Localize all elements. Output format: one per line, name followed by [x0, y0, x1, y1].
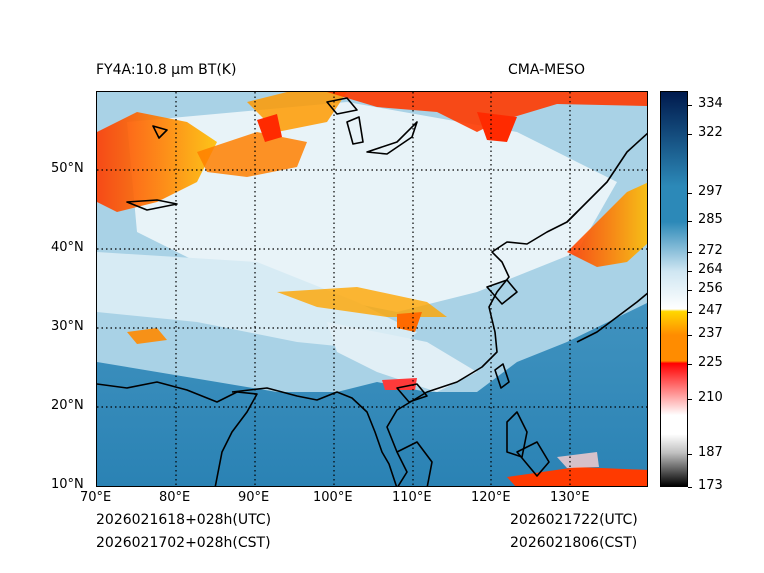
colorbar-tick-label: 272 — [698, 243, 723, 259]
colorbar-tick-label: 334 — [698, 96, 723, 112]
colorbar-tick-mark — [688, 335, 692, 337]
valid-time-cst: 2026021806(CST) — [510, 535, 638, 551]
colorbar-tick-label: 173 — [698, 478, 723, 493]
colorbar-tick-label: 225 — [698, 354, 723, 370]
colorbar-tick-mark — [688, 133, 692, 135]
colorbar-tick-mark — [688, 271, 692, 273]
init-time-utc: 2026021618+028h(UTC) — [96, 512, 272, 528]
colorbar-tick-mark — [688, 363, 692, 365]
model-title: CMA-MESO — [508, 62, 586, 78]
colorbar-tick-label: 247 — [698, 302, 723, 318]
lon-label-120e: 120°E — [471, 490, 511, 505]
lon-label-90e: 90°E — [238, 490, 270, 505]
colorbar-tick-label: 322 — [698, 124, 723, 140]
lon-label-70e: 70°E — [80, 490, 112, 505]
colorbar-tick-mark — [688, 192, 692, 194]
colorbar-tick-mark — [688, 105, 692, 107]
lon-label-130e: 130°E — [550, 490, 590, 505]
lat-label-50n: 50°N — [51, 161, 84, 176]
colorbar-tick-label: 297 — [698, 183, 723, 199]
colorbar-tick-mark — [688, 221, 692, 223]
colorbar-tick-label: 285 — [698, 212, 723, 228]
colorbar-tick-label: 187 — [698, 444, 723, 460]
colorbar-tick-mark — [688, 487, 692, 488]
lat-label-30n: 30°N — [51, 319, 84, 334]
satellite-map — [96, 91, 648, 487]
product-title: FY4A:10.8 µm BT(K) — [96, 62, 237, 78]
lon-label-110e: 110°E — [392, 490, 432, 505]
lat-label-20n: 20°N — [51, 398, 84, 413]
colorbar-tick-mark — [688, 453, 692, 455]
colorbar-tick-mark — [688, 311, 692, 313]
valid-time-utc: 2026021722(UTC) — [510, 512, 638, 528]
init-time-cst: 2026021702+028h(CST) — [96, 535, 271, 551]
colorbar — [660, 91, 688, 487]
colorbar-tick-label: 237 — [698, 326, 723, 342]
lat-label-40n: 40°N — [51, 240, 84, 255]
colorbar-tick-label: 210 — [698, 390, 723, 406]
colorbar-tick-label: 256 — [698, 281, 723, 297]
lon-label-100e: 100°E — [313, 490, 353, 505]
colorbar-tick-mark — [688, 252, 692, 254]
colorbar-tick-mark — [688, 290, 692, 292]
map-graphic — [97, 92, 647, 486]
lat-label-10n: 10°N — [51, 477, 84, 492]
colorbar-tick-label: 264 — [698, 262, 723, 278]
lon-label-80e: 80°E — [159, 490, 191, 505]
colorbar-tick-mark — [688, 399, 692, 401]
